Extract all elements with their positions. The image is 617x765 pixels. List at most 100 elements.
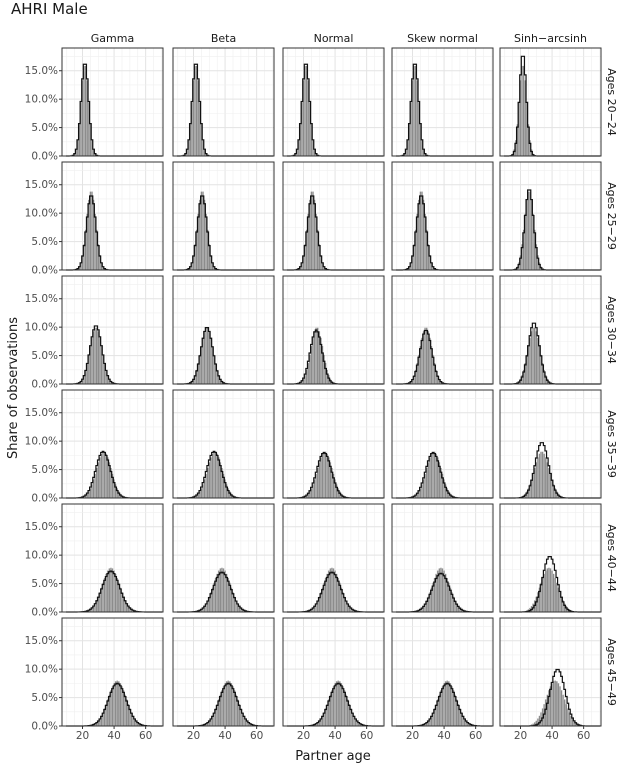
y-tick-label: 0.0% — [31, 493, 58, 505]
panel-border — [282, 503, 385, 613]
panel-border — [499, 275, 602, 385]
observed-bar — [544, 457, 547, 499]
y-tick-label: 10.0% — [25, 664, 58, 676]
observed-bar — [313, 331, 316, 385]
observed-bar — [211, 453, 214, 499]
observed-bar — [321, 453, 324, 499]
facet-panel — [59, 275, 164, 385]
panel-border — [499, 617, 602, 727]
column-header: Sinh−arcsinh — [514, 32, 587, 45]
facet-panel — [282, 503, 385, 613]
observed-bar — [100, 453, 103, 499]
observed-bar — [560, 690, 563, 727]
facet-panel — [391, 275, 494, 385]
observed-bar — [527, 191, 530, 271]
y-tick-label: 0.0% — [31, 151, 58, 163]
facet-panel — [59, 161, 164, 271]
row-header: Ages 25−29 — [605, 182, 617, 250]
facet-panel — [391, 617, 494, 729]
x-tick-label: 40 — [437, 730, 450, 742]
observed-bar — [529, 191, 531, 271]
y-tick-label: 10.0% — [25, 94, 58, 106]
observed-bar — [335, 681, 338, 727]
facet-panel — [282, 275, 385, 385]
y-tick-label: 15.0% — [25, 179, 58, 191]
observed-bar — [221, 567, 223, 613]
observed-bar — [116, 680, 119, 727]
facet-panel — [59, 389, 164, 499]
observed-bar — [203, 331, 206, 385]
observed-bar — [225, 681, 228, 727]
panel-border — [391, 389, 494, 499]
facet-panel — [499, 47, 602, 157]
observed-bar — [535, 331, 538, 385]
observed-bar — [331, 567, 333, 613]
observed-bar — [213, 451, 215, 499]
observed-bar — [533, 327, 536, 385]
observed-bar — [530, 331, 533, 385]
panel-border — [172, 161, 275, 271]
panel-border — [61, 161, 164, 271]
observed-bar — [543, 453, 546, 499]
panel-border — [61, 389, 164, 499]
column-header: Gamma — [91, 32, 134, 45]
y-tick-label: 10.0% — [25, 550, 58, 562]
row-header: Ages 30−34 — [605, 296, 617, 364]
row-header: Ages 35−39 — [605, 410, 617, 478]
observed-bar — [557, 683, 560, 727]
observed-bar — [427, 462, 430, 499]
observed-bar — [555, 582, 558, 613]
facet-panel — [172, 617, 275, 729]
observed-bar — [230, 683, 233, 727]
facet-panel — [282, 161, 385, 271]
observed-bar — [337, 680, 340, 727]
observed-bar — [208, 331, 211, 385]
observed-bar — [424, 327, 427, 385]
y-tick-label: 0.0% — [31, 607, 58, 619]
observed-bar — [103, 451, 106, 499]
observed-bar — [108, 568, 111, 613]
panel-border — [499, 503, 602, 613]
observed-bar — [208, 462, 211, 499]
observed-bar — [224, 683, 226, 727]
observed-bar — [228, 681, 231, 727]
observed-bar — [548, 567, 550, 613]
y-tick-label: 5.0% — [31, 122, 58, 134]
facet-panel — [172, 389, 275, 499]
observed-bar — [205, 327, 208, 385]
y-tick-label: 15.0% — [25, 65, 58, 77]
observed-bar — [538, 453, 541, 499]
observed-bar — [552, 681, 555, 727]
panel-border — [391, 161, 494, 271]
observed-bar — [99, 457, 101, 499]
x-tick-label: 40 — [328, 730, 341, 742]
observed-bar — [114, 681, 117, 727]
panel-border — [61, 503, 164, 613]
observed-bar — [443, 683, 445, 727]
facet-panel — [499, 503, 602, 613]
x-tick-label: 20 — [187, 730, 200, 742]
y-tick-label: 15.0% — [25, 293, 58, 305]
panel-border — [499, 389, 602, 499]
facet-panel — [391, 47, 494, 157]
panel-border — [391, 275, 494, 385]
panel-border — [172, 389, 275, 499]
y-tick-label: 15.0% — [25, 521, 58, 533]
y-tick-label: 5.0% — [31, 692, 58, 704]
chart-title: AHRI Male — [11, 0, 88, 18]
observed-bar — [320, 457, 322, 499]
y-tick-label: 5.0% — [31, 464, 58, 476]
column-header: Normal — [314, 32, 354, 45]
observed-bar — [318, 462, 321, 499]
observed-bar — [555, 681, 558, 727]
observed-bar — [540, 451, 542, 499]
observed-bar — [227, 680, 230, 727]
panel-border — [61, 275, 164, 385]
x-tick-label: 60 — [469, 730, 482, 742]
facet-panel — [499, 275, 602, 385]
observed-bar — [95, 467, 98, 499]
column-header: Skew normal — [407, 32, 478, 45]
observed-bar — [432, 451, 434, 499]
x-tick-label: 40 — [218, 730, 231, 742]
